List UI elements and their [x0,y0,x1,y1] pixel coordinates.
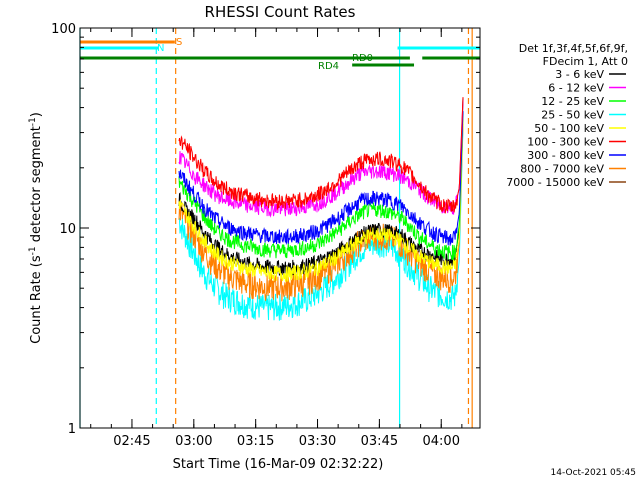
y-axis-label-sup: -1 [28,117,38,126]
series-line [178,97,464,214]
x-tick-label: 03:30 [299,434,336,449]
legend-entry: 12 - 25 keV [541,95,604,108]
legend-entry: 25 - 50 keV [541,109,604,122]
y-tick-label: 1 [68,422,76,437]
x-tick-label: 03:00 [175,434,212,449]
x-tick-label: 03:15 [237,434,274,449]
series-layer [178,97,464,321]
y-axis-label: Count Rate (s-1 detector segment-1) [28,112,44,344]
flag-label: S [176,37,182,48]
legend-entry: 800 - 7000 keV [520,163,604,176]
legend: Det 1f,3f,4f,5f,6f,9f, FDecim 1, Att 0 3… [506,42,628,189]
y-axis-label-part: Count Rate (s [29,255,44,344]
legend-entry: 100 - 300 keV [527,136,604,149]
y-tick-label: 100 [51,22,76,37]
y-axis-label-sup: -1 [28,246,38,255]
flag-label: RD4 [318,61,339,72]
x-tick-label: 03:45 [361,434,398,449]
legend-entry: 50 - 100 keV [534,122,604,135]
flag-label: N [157,43,164,54]
x-tick-label: 02:45 [113,434,150,449]
footer-timestamp: 14-Oct-2021 05:45 [551,468,636,478]
y-axis-label-part: ) [29,112,44,117]
series-line [178,123,464,302]
y-tick-label: 10 [59,222,76,237]
axes-layer: 02:45 03:00 03:15 03:30 03:45 04:00 1 10 100 [51,22,480,449]
legend-entry: 3 - 6 keV [555,68,604,81]
series-line [178,100,464,218]
chart-title: RHESSI Count Rates [205,3,356,21]
legend-header-line: Det 1f,3f,4f,5f,6f,9f, [519,42,628,55]
flag-label: RD0 [352,53,373,64]
y-axis-label-part: detector segment [29,126,44,246]
legend-entry: 7000 - 15000 keV [506,176,604,189]
legend-header-line: FDecim 1, Att 0 [543,55,628,68]
x-axis-label: Start Time (16-Mar-09 02:32:22) [173,457,384,472]
x-tick-label: 04:00 [423,434,460,449]
series-line [178,112,464,260]
series-line [178,111,464,246]
legend-entry: 300 - 800 keV [527,149,604,162]
legend-entry: 6 - 12 keV [548,82,604,95]
series-line [178,119,464,282]
